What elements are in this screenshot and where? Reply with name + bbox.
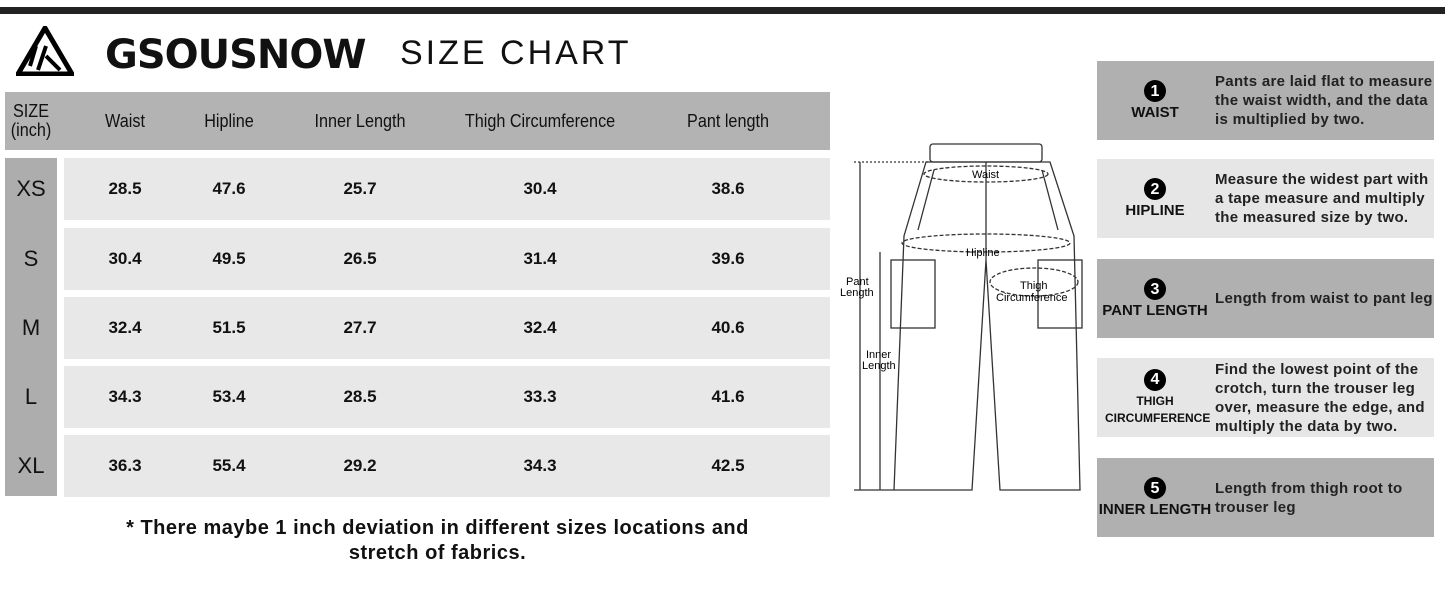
page-title: SIZE CHART [400, 34, 632, 72]
header-size: SIZE (inch) [10, 101, 52, 140]
header-inner-length: Inner Length [314, 110, 406, 131]
pants-diagram: Waist Hipline Thigh Circumference Pant L… [840, 143, 1083, 491]
number-badge-icon: 1 [1144, 80, 1166, 102]
table-cell: 53.4 [212, 387, 246, 406]
brand-name: GSOUSNOW [105, 32, 367, 78]
top-bar [0, 7, 1445, 14]
guide-text: Find the lowest point of the crotch, tur… [1215, 360, 1425, 435]
table-cell: 36.3 [108, 456, 142, 475]
table-cell: 32.4 [523, 318, 557, 337]
diagram-circumference-label: Circumference [996, 292, 1068, 304]
table-cell: 51.5 [212, 318, 246, 337]
guide-label: INNER LENGTH [1098, 501, 1212, 518]
header-thigh: Thigh Circumference [464, 110, 616, 131]
table-row: 32.4 51.5 27.7 32.4 40.6 [64, 297, 830, 359]
table-cell: 28.5 [108, 179, 142, 198]
table-header: SIZE (inch) Waist Hipline Inner Length T… [5, 92, 830, 150]
size-label: S [23, 246, 39, 271]
table-cell: 47.6 [212, 179, 246, 198]
diagram-thigh-label: Thigh [1020, 280, 1048, 292]
guide-label: HIPLINE [1125, 202, 1185, 219]
table-cell: 25.7 [343, 179, 377, 198]
guide-label: WAIST [1131, 104, 1179, 121]
guide-text: Length from thigh root to trouser leg [1215, 479, 1403, 516]
table-cell: 49.5 [212, 249, 246, 268]
guide-box-waist: 1 WAIST Pants are laid flat to measure th… [1097, 61, 1434, 140]
number-badge-icon: 2 [1144, 178, 1166, 200]
deviation-note: * There maybe 1 inch deviation in differ… [126, 517, 749, 564]
table-cell: 27.7 [343, 318, 377, 337]
table-cell: 26.5 [343, 249, 377, 268]
header-pant-length: Pant length [687, 110, 769, 131]
table-cell: 55.4 [212, 456, 246, 475]
diagram-waist-label: Waist [972, 169, 999, 181]
size-label: XL [17, 453, 45, 478]
header-hipline: Hipline [204, 110, 254, 131]
size-label: L [24, 384, 38, 409]
table-cell: 38.6 [711, 179, 745, 198]
table-cell: 33.3 [523, 387, 557, 406]
guide-box-hipline: 2 HIPLINE Measure the widest part with a … [1097, 159, 1434, 238]
table-cell: 29.2 [343, 456, 377, 475]
guide-box-pant-length: 3 PANT LENGTH Length from waist to pant l… [1097, 259, 1434, 338]
table-cell: 28.5 [343, 387, 377, 406]
table-row: 36.3 55.4 29.2 34.3 42.5 [64, 435, 830, 497]
table-cell: 34.3 [523, 456, 557, 475]
guide-label: PANT LENGTH [1102, 302, 1208, 319]
table-cell: 40.6 [711, 318, 745, 337]
table-row: 34.3 53.4 28.5 33.3 41.6 [64, 366, 830, 428]
table-row: 30.4 49.5 26.5 31.4 39.6 [64, 228, 830, 290]
number-badge-icon: 4 [1144, 368, 1166, 391]
table-cell: 42.5 [711, 456, 745, 475]
guide-text: Length from waist to pant leg [1215, 290, 1433, 307]
diagram-hipline-label: Hipline [966, 247, 1000, 259]
number-badge-icon: 5 [1144, 477, 1166, 499]
table-row: 28.5 47.6 25.7 30.4 38.6 [64, 158, 830, 220]
table-cell: 30.4 [108, 249, 142, 268]
table-cell: 31.4 [523, 249, 557, 268]
diagram-inner-label: Inner [866, 349, 891, 361]
diagram-pant-label: Pant [846, 276, 869, 288]
header-waist: Waist [105, 110, 145, 131]
size-label: M [21, 315, 41, 340]
table-cell: 34.3 [108, 387, 142, 406]
number-badge-icon: 3 [1144, 278, 1166, 300]
guide-label: THIGH CIRCUMFERENCE [1105, 393, 1211, 425]
guide-text: Measure the widest part with a tape meas… [1215, 171, 1429, 226]
diagram-pant-length-label: Length [840, 287, 874, 299]
guide-box-inner-length: 5 INNER LENGTH Length from thigh root to … [1097, 458, 1434, 537]
diagram-inner-length-label: Length [862, 360, 896, 372]
size-column: XS S M L XL [5, 158, 57, 496]
guide-text: Pants are laid flat to measure the waist… [1215, 73, 1433, 128]
table-cell: 39.6 [711, 249, 745, 268]
brand-logo-icon [16, 26, 74, 76]
table-cell: 41.6 [711, 387, 745, 406]
guide-box-thigh-circumference: 4 THIGH CIRCUMFERENCE Find the lowest poi… [1097, 358, 1434, 437]
size-label: XS [16, 176, 46, 201]
table-cell: 30.4 [523, 179, 557, 198]
table-cell: 32.4 [108, 318, 142, 337]
